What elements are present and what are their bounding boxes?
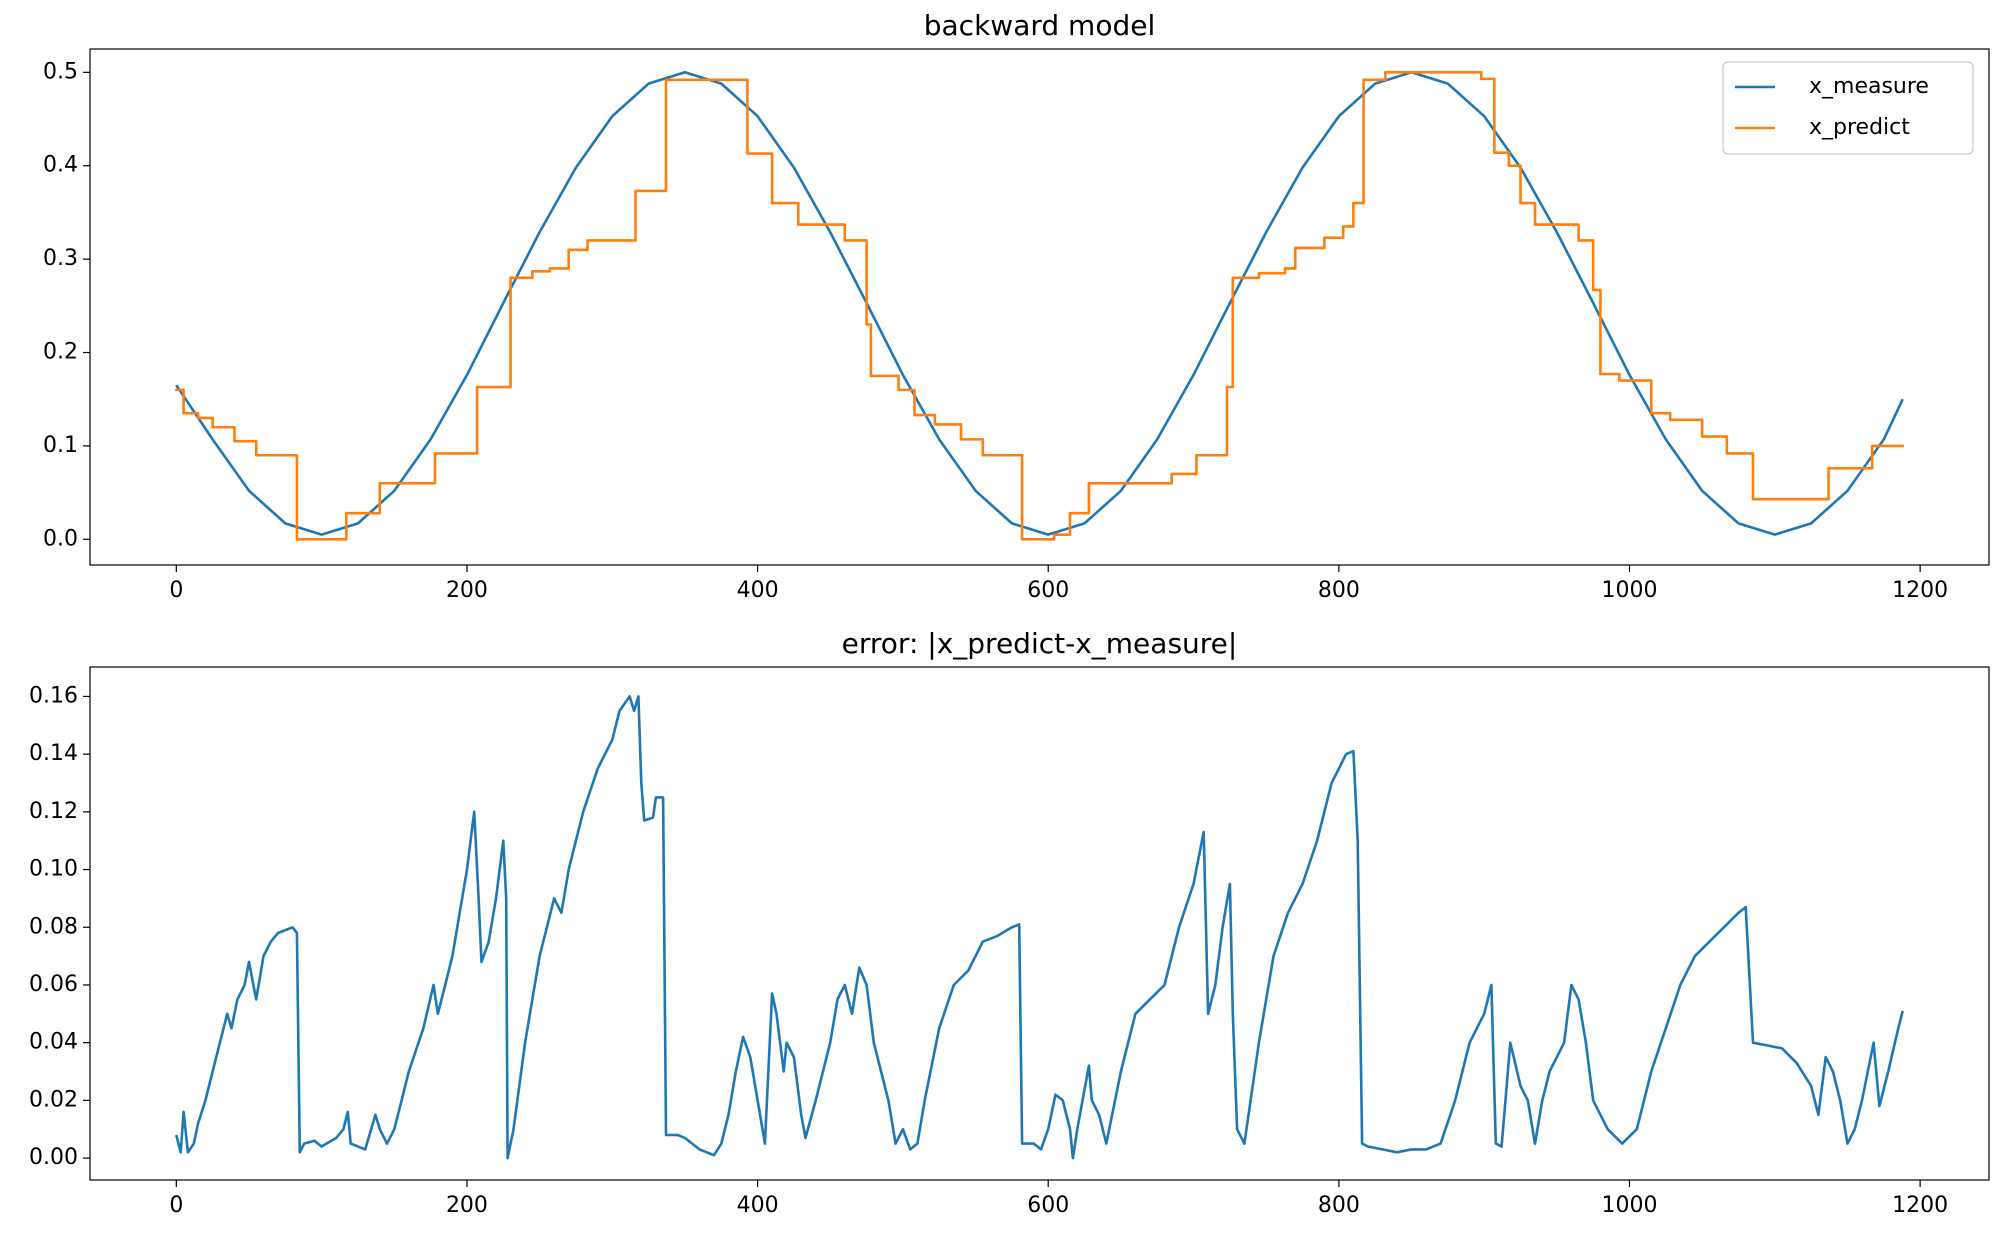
x-tick-label: 400: [737, 578, 779, 603]
legend-box: [1722, 61, 1974, 155]
data-line: [175, 695, 1904, 1160]
axes-frame: [89, 666, 1990, 1181]
x-tick-label: 400: [737, 1193, 779, 1218]
y-tick-label: 0.0: [43, 526, 78, 551]
y-tick-label: 0.3: [43, 246, 78, 271]
x-tick-label: 1200: [1892, 1193, 1948, 1218]
x-tick-label: 800: [1318, 578, 1360, 603]
data-line: [175, 71, 1904, 536]
plot-area: [175, 695, 1904, 1160]
y-tick-label: 0.12: [29, 799, 78, 824]
y-tick-label: 0.00: [29, 1145, 78, 1170]
y-tick-label: 0.4: [43, 153, 78, 178]
x-tick-label: 200: [446, 578, 488, 603]
y-tick-label: 0.1: [43, 433, 78, 458]
y-tick-label: 0.14: [29, 741, 78, 766]
axes-frame: [89, 48, 1990, 566]
x-tick-label: 200: [446, 1193, 488, 1218]
x-tick-label: 800: [1318, 1193, 1360, 1218]
x-tick-label: 0: [169, 578, 183, 603]
x-tick-label: 1200: [1892, 578, 1948, 603]
legend-label: x_predict: [1809, 115, 1910, 140]
y-tick-label: 0.06: [29, 972, 78, 997]
x-tick-label: 600: [1027, 1193, 1069, 1218]
legend-label: x_measure: [1809, 74, 1929, 99]
x-tick-label: 1000: [1601, 578, 1657, 603]
y-tick-label: 0.5: [43, 59, 78, 84]
x-tick-label: 0: [169, 1193, 183, 1218]
plot-area: [175, 71, 1904, 541]
y-tick-label: 0.2: [43, 340, 78, 365]
x-tick-label: 1000: [1601, 1193, 1657, 1218]
chart-title: backward model: [924, 9, 1155, 42]
chart-title: error: |x_predict-x_measure|: [842, 627, 1238, 660]
y-tick-label: 0.10: [29, 857, 78, 882]
y-tick-label: 0.02: [29, 1087, 78, 1112]
y-tick-label: 0.08: [29, 914, 78, 939]
y-tick-label: 0.04: [29, 1030, 78, 1055]
x-tick-label: 600: [1027, 578, 1069, 603]
y-tick-label: 0.16: [29, 683, 78, 708]
